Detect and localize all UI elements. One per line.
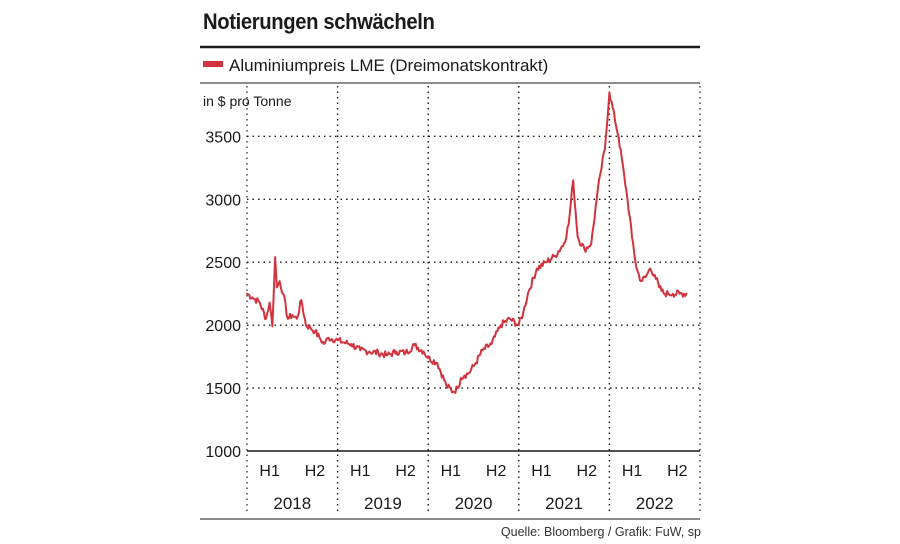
x-year-label: 2019 xyxy=(364,494,402,513)
y-tick-label: 1000 xyxy=(205,444,241,461)
y-tick-label: 3000 xyxy=(205,192,241,209)
chart-title: Notierungen schwächeln xyxy=(203,9,435,34)
y-tick-label: 2500 xyxy=(205,255,241,272)
y-tick-label: 2000 xyxy=(205,318,241,335)
x-half-label: H1 xyxy=(350,463,371,480)
y-tick-label: 3500 xyxy=(205,129,241,146)
series-line-aluminium xyxy=(246,91,688,394)
y-tick-labels: 1000 1500 2000 2500 3000 3500 xyxy=(205,129,241,461)
legend-swatch xyxy=(203,61,223,67)
x-year-label: 2020 xyxy=(455,494,493,513)
x-year-label: 2021 xyxy=(545,494,583,513)
x-half-label: H1 xyxy=(441,463,462,480)
x-half-label: H2 xyxy=(486,463,507,480)
legend-label: Aluminiumpreis LME (Dreimonatskontrakt) xyxy=(229,56,548,75)
x-half-label: H2 xyxy=(395,463,416,480)
x-year-label: 2022 xyxy=(636,494,674,513)
y-axis-label: in $ pro Tonne xyxy=(203,93,292,109)
x-year-label: 2018 xyxy=(273,494,311,513)
x-half-label: H1 xyxy=(531,463,552,480)
x-half-label: H2 xyxy=(305,463,326,480)
x-half-label: H1 xyxy=(622,463,643,480)
source-note: Quelle: Bloomberg / Grafik: FuW, sp xyxy=(500,525,701,539)
grid xyxy=(246,86,701,512)
x-half-label: H1 xyxy=(259,463,280,480)
x-half-label: H2 xyxy=(667,463,688,480)
x-half-label: H2 xyxy=(577,463,598,480)
y-tick-label: 1500 xyxy=(205,381,241,398)
x-tick-labels: H1 H2 H1 H2 H1 H2 H1 H2 H1 H2 2018 2019 2020 2021 2022 xyxy=(259,463,687,513)
